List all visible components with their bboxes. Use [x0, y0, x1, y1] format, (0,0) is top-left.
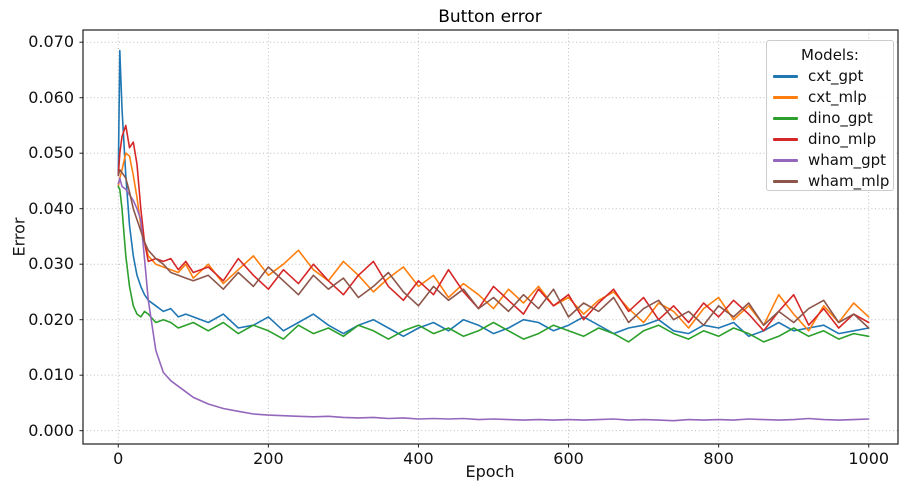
legend-swatch-cxt_gpt — [773, 75, 798, 78]
legend-label-cxt_gpt: cxt_gpt — [808, 67, 864, 85]
plot-spines — [82, 29, 899, 445]
legend-label-dino_gpt: dino_gpt — [808, 109, 873, 127]
legend-row: dino_gpt — [767, 108, 893, 129]
series-line-cxt_gpt — [117, 49, 870, 338]
series-line-dino_mlp — [117, 124, 870, 332]
legend-row: cxt_gpt — [767, 66, 893, 87]
legend-row: dino_mlp — [767, 129, 893, 150]
legend-label-dino_mlp: dino_mlp — [808, 130, 877, 148]
series-line-cxt_mlp — [117, 152, 870, 332]
legend-swatch-cxt_mlp — [773, 96, 798, 99]
legend-swatch-dino_mlp — [773, 138, 798, 141]
legend-swatch-wham_gpt — [773, 159, 798, 162]
legend-row: wham_mlp — [767, 171, 893, 192]
legend-label-wham_mlp: wham_mlp — [808, 172, 890, 190]
legend-label-wham_gpt: wham_gpt — [808, 151, 887, 169]
legend-row: wham_gpt — [767, 150, 893, 171]
series-line-wham_mlp — [117, 169, 870, 329]
legend-swatch-wham_mlp — [773, 180, 798, 183]
legend-row: cxt_mlp — [767, 87, 893, 108]
legend-title: Models: — [801, 46, 859, 64]
legend-swatch-dino_gpt — [773, 117, 798, 120]
series-line-wham_gpt — [117, 177, 870, 422]
series-line-dino_gpt — [117, 185, 870, 343]
legend-label-cxt_mlp: cxt_mlp — [808, 88, 867, 106]
